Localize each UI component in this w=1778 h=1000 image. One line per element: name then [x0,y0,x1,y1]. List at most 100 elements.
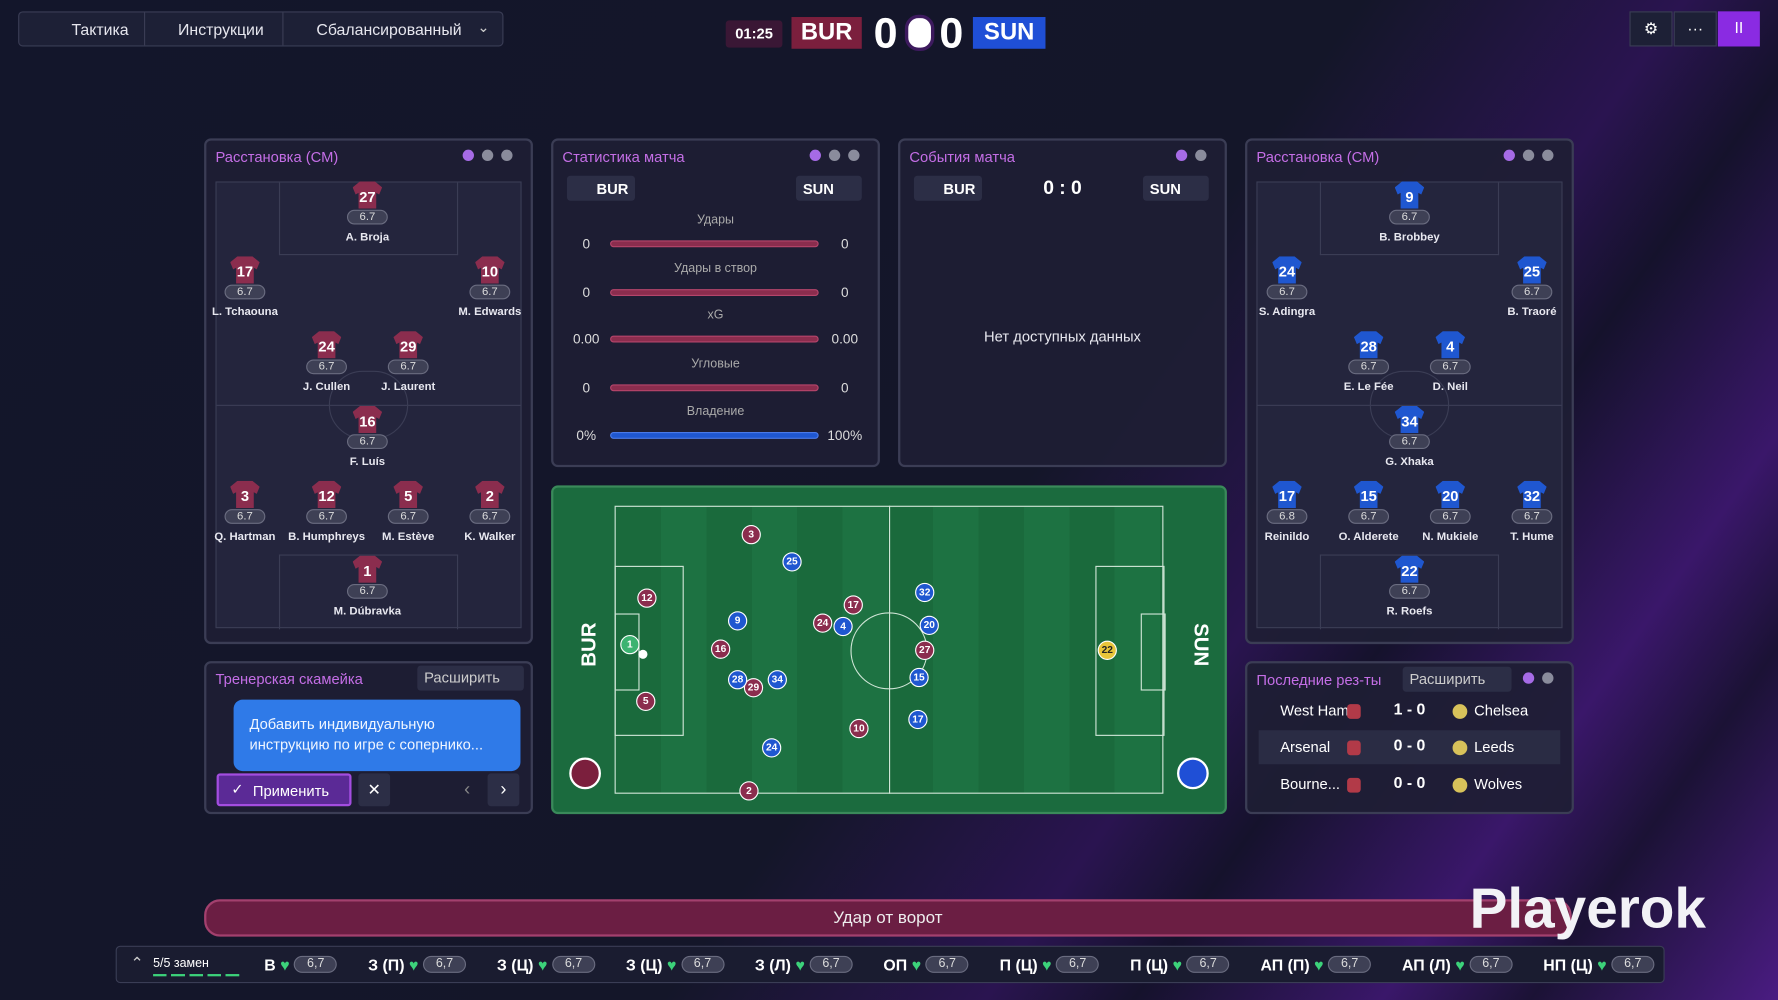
panel-dot[interactable] [462,149,474,162]
panel-dot[interactable] [1175,149,1188,162]
slot[interactable]: ОП ♥ 6,7 [883,955,969,973]
fitness-heart: ♥ [1314,955,1324,974]
bench-bar: ⌃ 5/5 замен В ♥ 6,7 З (П) ♥ 6,7 З (Ц) ♥ 6,7 З (Ц) ♥ 6… [115,945,1665,984]
team-label: SUN [802,180,834,198]
lineup-field [1256,181,1563,630]
stat-home: 0 [582,379,591,396]
stat-label: Удары в створ [674,261,757,276]
slot-position: АП (Л) [1402,955,1451,974]
fitness-heart: ♥ [537,955,548,974]
panel-dot[interactable] [1542,672,1554,684]
slot[interactable]: АП (Л) ♥ 6,7 [1402,955,1513,974]
player-rating: 6.7 [224,509,266,524]
stat-away: 0 [840,284,849,301]
panel-title: Последние рез-ты [1256,671,1382,689]
pitch-marker: 29 [743,678,764,698]
watermark: Playerok [1469,876,1706,941]
panel-title: Статистика матча [562,148,685,166]
stat-bar [610,240,819,248]
player-name: A. Broja [345,231,390,244]
panel-dot[interactable] [481,149,494,162]
result-away: Chelsea [1474,701,1529,719]
result-home: Arsenal [1280,738,1331,756]
tab[interactable]: Тактика [71,20,129,39]
slot[interactable]: П (Ц) ♥ 6,7 [1000,955,1100,973]
player-name: J. Laurent [381,381,436,394]
result-away: Wolves [1474,775,1523,793]
slot[interactable]: З (Ц) ♥ 6,7 [496,955,596,974]
panel-dot[interactable] [1503,149,1515,162]
panel-dot[interactable] [1542,149,1554,162]
panel-dot[interactable] [809,149,821,162]
slot-row: В ♥ 6,7 З (П) ♥ 6,7 З (Ц) ♥ 6,7 З (Ц) ♥ 6,7 З (Л) ♥ 6,… [264,947,1655,982]
slot-rating: 6,7 [1469,955,1513,973]
pitch-field [614,505,1166,794]
slot[interactable]: П (Ц) ♥ 6,7 [1130,955,1230,973]
next-button[interactable]: › [487,773,520,807]
row-highlight [1258,730,1561,765]
panel-dot[interactable] [828,149,841,162]
player-name: T. Hume [1510,530,1554,544]
panel-title: Тренерская скамейка [215,670,363,688]
panel-dot[interactable] [1195,149,1207,162]
toolbar-button[interactable]: ··· [1673,11,1717,47]
expand-button[interactable]: Расширить [417,665,524,691]
pitch-marker: 24 [762,738,782,758]
apply-button[interactable]: Применить [216,773,352,807]
team-label: SUN [1149,180,1181,198]
player-name: E. Le Fée [1343,381,1394,394]
pitch-marker: 20 [919,615,939,636]
player-name: B. Humphreys [288,530,366,544]
slot-position: З (Ц) [496,955,534,974]
slot[interactable]: З (Ц) ♥ 6,7 [626,955,725,973]
pitch-team-label: SUN [1190,623,1213,667]
toolbar-button[interactable]: ⚙ [1629,11,1673,47]
subs-progress [153,974,240,977]
fitness-heart: ♥ [1172,955,1183,974]
player-rating: 6.7 [1429,359,1471,375]
player-rating: 6.7 [387,509,429,524]
player-rating: 6.7 [1511,284,1553,300]
fitness-heart: ♥ [409,955,419,974]
pitch-marker: 34 [767,670,787,690]
pause-button[interactable]: II [1717,11,1760,47]
player-rating: 6.7 [346,434,388,450]
field-box [1319,554,1500,630]
slot[interactable]: АП (П) ♥ 6,7 [1261,955,1372,973]
panel-dot[interactable] [501,149,513,162]
pitch-marker: 15 [909,667,929,688]
team-badge [1177,757,1209,790]
slot[interactable]: НП (Ц) ♥ 6,7 [1543,955,1655,973]
pitch-marker: 32 [915,582,935,603]
slot[interactable]: В ♥ 6,7 [264,955,338,974]
away-team: SUN [972,17,1046,49]
player-name: B. Brobbey [1379,231,1440,244]
result-score: 0 - 0 [1393,773,1426,792]
pitch-marker: 17 [908,709,928,730]
player-name: L. Tchaouna [211,306,278,319]
slot-position: В [264,955,276,974]
player-name: N. Mukiele [1422,530,1479,544]
stat-away: 0 [840,235,849,252]
slot-position: П (Ц) [1130,955,1169,974]
player-name: G. Xhaka [1385,455,1434,469]
prev-button[interactable]: ‹ [464,780,471,800]
panel-dot[interactable] [848,149,860,162]
team-label: BUR [596,180,629,198]
tab[interactable]: Сбалансированный [316,20,462,39]
expand-button[interactable]: Расширить [1402,666,1512,692]
slot-position: З (П) [368,955,405,974]
tab[interactable]: Инструкции [178,20,264,39]
player-rating: 6.7 [1429,509,1471,524]
player-name: Q. Hartman [214,530,276,544]
result-score: 0 - 0 [1393,735,1426,755]
pitch-team-label: BUR [577,622,600,667]
slot[interactable]: З (П) ♥ 6,7 [368,955,467,974]
slot[interactable]: З (Л) ♥ 6,7 [755,955,853,973]
player-rating: 6.7 [346,209,388,225]
panel-dot[interactable] [1522,672,1535,684]
close-button[interactable]: ✕ [358,773,391,807]
pitch-marker: 12 [637,588,657,608]
panel-dot[interactable] [1522,149,1535,162]
